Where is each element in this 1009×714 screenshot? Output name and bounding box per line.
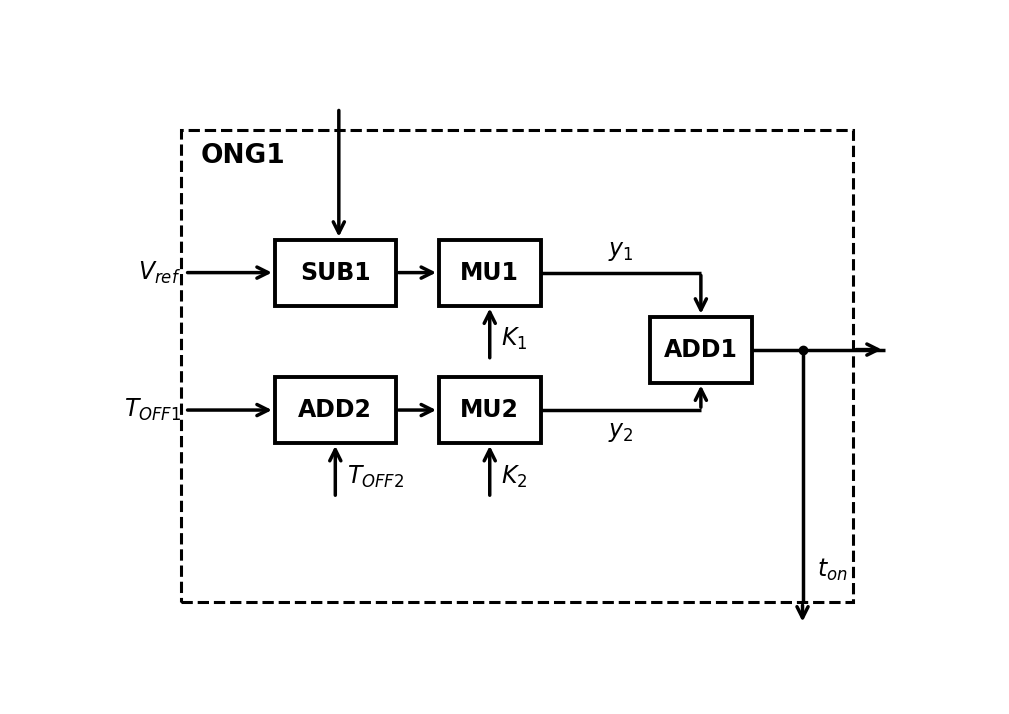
- Text: $T_{OFF1}$: $T_{OFF1}$: [123, 397, 181, 423]
- Text: $T_{OFF2}$: $T_{OFF2}$: [347, 463, 405, 490]
- Text: $K_2$: $K_2$: [501, 463, 528, 490]
- Text: $y_2$: $y_2$: [608, 420, 634, 444]
- Bar: [274, 240, 396, 306]
- Text: SUB1: SUB1: [300, 261, 370, 285]
- Text: MU1: MU1: [460, 261, 520, 285]
- Text: $y_1$: $y_1$: [608, 238, 634, 263]
- Text: ONG1: ONG1: [201, 144, 286, 169]
- Text: $t_{on}$: $t_{on}$: [816, 556, 848, 583]
- Text: ADD1: ADD1: [664, 338, 738, 361]
- Bar: [274, 377, 396, 443]
- Bar: [439, 240, 541, 306]
- Bar: [650, 316, 752, 383]
- Bar: [181, 130, 854, 603]
- Text: $K_1$: $K_1$: [501, 326, 528, 352]
- Bar: [439, 377, 541, 443]
- Text: ADD2: ADD2: [299, 398, 372, 422]
- Text: MU2: MU2: [460, 398, 520, 422]
- Text: $V_{ref}$: $V_{ref}$: [138, 259, 181, 286]
